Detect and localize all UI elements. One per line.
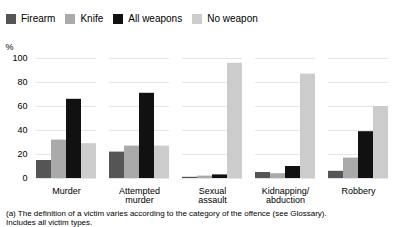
svg-text:Kidnapping/abduction: Kidnapping/abduction [262, 186, 310, 205]
html-text:Firearm: Firearm [21, 13, 56, 24]
html-text:No weapon: No weapon [207, 13, 258, 24]
svg-text:100: 100 [12, 53, 27, 63]
svg-text:Attemptedmurder: Attemptedmurder [119, 186, 160, 205]
svg-text:%: % [6, 42, 14, 52]
html-text:All weapons: All weapons [128, 13, 183, 24]
svg-text:40: 40 [17, 125, 27, 135]
html-text:Knife: Knife [80, 13, 104, 24]
svg-text:Sexualassault: Sexualassault [198, 186, 227, 205]
svg-text:80: 80 [17, 77, 27, 87]
html-text:(a) The definition of a victim: (a) The definition of a victim varies ac… [6, 209, 327, 227]
svg-text:60: 60 [17, 101, 27, 111]
svg-text:Robbery: Robbery [341, 186, 376, 196]
svg-text:20: 20 [17, 149, 27, 159]
svg-text:Murder: Murder [52, 186, 81, 196]
svg-text:0: 0 [22, 173, 27, 183]
